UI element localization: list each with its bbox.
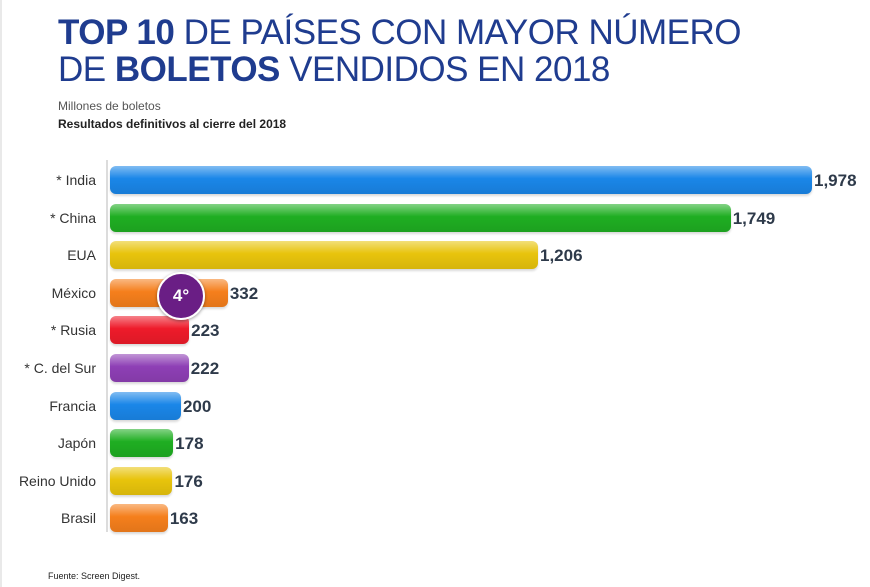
bar-row: Japón 178 bbox=[0, 428, 870, 458]
bar bbox=[110, 354, 189, 382]
title-text-3: VENDIDOS EN 2018 bbox=[279, 50, 610, 89]
bar bbox=[110, 391, 181, 420]
value-label: 1,978 bbox=[814, 171, 857, 190]
bar-row: Francia 200 bbox=[0, 391, 870, 421]
bar-row: * Rusia 223 bbox=[0, 315, 870, 345]
category-label: México bbox=[51, 284, 96, 301]
value-label: 332 bbox=[229, 283, 259, 303]
source-note: Fuente: Screen Digest. bbox=[48, 571, 141, 581]
category-label: EUA bbox=[67, 247, 96, 264]
title-text-1: DE PAÍSES CON MAYOR NÚMERO bbox=[174, 13, 742, 52]
rank-badge: 4° bbox=[157, 272, 205, 320]
bar-row: Reino Unido 176 bbox=[0, 466, 870, 496]
bar-row: México 332 bbox=[0, 278, 870, 308]
y-axis-line bbox=[106, 160, 108, 532]
bar-row: * C. del Sur 222 bbox=[0, 353, 870, 383]
chart-title: TOP 10 DE PAÍSES CON MAYOR NÚMERO DE BOL… bbox=[58, 13, 742, 88]
bar-row: EUA 1,206 bbox=[0, 240, 870, 270]
title-line-2: DE BOLETOS VENDIDOS EN 2018 bbox=[58, 51, 741, 88]
category-label: Brasil bbox=[60, 510, 96, 527]
bar-row: * India 1,978 bbox=[0, 165, 870, 195]
title-bold-top10: TOP 10 bbox=[58, 13, 175, 52]
category-label: Japón bbox=[57, 435, 96, 452]
chart-subtitle-results: Resultados definitivos al cierre del 201… bbox=[58, 117, 287, 131]
bar bbox=[110, 316, 190, 345]
value-label: 1,749 bbox=[732, 208, 776, 228]
category-label: Reino Unido bbox=[18, 472, 96, 489]
bar bbox=[110, 241, 538, 270]
category-label: Francia bbox=[49, 397, 96, 414]
bar bbox=[110, 504, 168, 533]
category-label: * C. del Sur bbox=[24, 360, 96, 376]
title-text-2: DE bbox=[58, 50, 115, 89]
category-label: * India bbox=[56, 172, 96, 188]
title-bold-boletos: BOLETOS bbox=[114, 50, 281, 89]
bar-row: * China 1,749 bbox=[0, 203, 870, 233]
category-label: * Rusia bbox=[50, 322, 96, 339]
value-label: 223 bbox=[191, 321, 220, 341]
category-label: * China bbox=[50, 209, 96, 226]
title-line-1: TOP 10 DE PAÍSES CON MAYOR NÚMERO bbox=[58, 13, 742, 52]
page-edge bbox=[0, 0, 2, 587]
bar-row: Brasil 163 bbox=[0, 503, 870, 533]
value-label: 1,206 bbox=[540, 246, 583, 266]
bar bbox=[110, 203, 731, 232]
value-label: 222 bbox=[190, 359, 220, 378]
value-label: 200 bbox=[182, 396, 212, 416]
bar bbox=[110, 166, 812, 194]
value-label: 178 bbox=[175, 434, 204, 454]
value-label: 163 bbox=[169, 509, 199, 529]
bar bbox=[110, 466, 173, 495]
value-label: 176 bbox=[174, 471, 203, 491]
chart-subtitle: Millones de boletos bbox=[58, 99, 161, 113]
bar bbox=[110, 429, 174, 458]
